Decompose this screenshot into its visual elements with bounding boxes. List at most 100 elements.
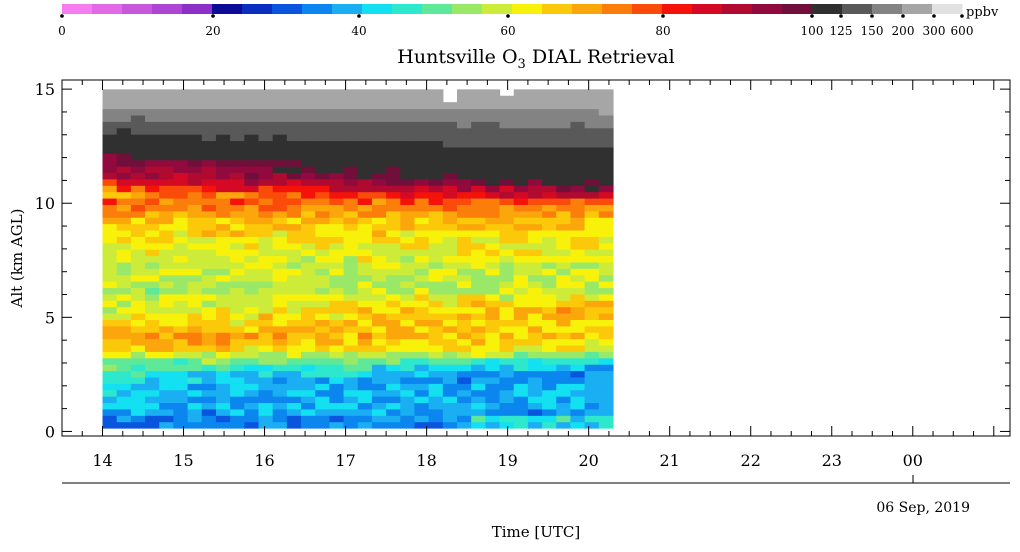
heatmap-cell (556, 306, 572, 314)
heatmap-cell (485, 332, 501, 340)
heatmap-cell (457, 204, 472, 212)
heatmap-cell (442, 383, 458, 391)
heatmap-cell (570, 191, 586, 199)
heatmap-cell (116, 191, 132, 199)
heatmap-cell (499, 383, 515, 391)
heatmap-cell (145, 293, 160, 301)
heatmap-cell (584, 102, 600, 110)
heatmap-cell (485, 242, 501, 250)
heatmap-cell (386, 383, 401, 391)
heatmap-cell (371, 255, 387, 263)
heatmap-cell (400, 300, 416, 308)
colorbar-swatch (452, 4, 483, 14)
heatmap-cell (499, 287, 515, 295)
heatmap-cell (584, 421, 600, 429)
heatmap-cell (371, 268, 387, 276)
heatmap-cell (570, 389, 586, 397)
heatmap-cell (527, 306, 543, 314)
y-tick-label: 0 (45, 422, 55, 441)
heatmap-cell (187, 421, 203, 429)
heatmap-cell (499, 159, 515, 167)
heatmap-cell (556, 376, 572, 384)
heatmap-cell (215, 312, 231, 320)
heatmap-cell (315, 229, 330, 237)
heatmap-cell (159, 396, 175, 404)
heatmap-cell (187, 197, 203, 205)
heatmap-cell (343, 312, 359, 320)
heatmap-cell (244, 95, 260, 103)
heatmap-cell (145, 178, 160, 186)
heatmap-cell (244, 204, 260, 212)
heatmap-cell (244, 364, 260, 372)
heatmap-cell (258, 166, 274, 174)
heatmap-cell (513, 376, 529, 384)
heatmap-cell (159, 261, 175, 269)
heatmap-cell (159, 95, 175, 103)
heatmap-cell (159, 89, 175, 97)
heatmap-cell (258, 357, 274, 365)
heatmap-cell (145, 338, 160, 346)
heatmap-cell (556, 229, 572, 237)
heatmap-cell (116, 127, 132, 135)
heatmap-cell (102, 300, 118, 308)
heatmap-cell (400, 217, 416, 225)
heatmap-cell (329, 306, 345, 314)
heatmap-cell (116, 396, 132, 404)
heatmap-cell (286, 332, 302, 340)
heatmap-cell (187, 229, 203, 237)
heatmap-cell (329, 344, 345, 352)
x-axis-label: Time [UTC] (492, 523, 581, 541)
heatmap-cell (301, 402, 316, 410)
heatmap-cell (471, 249, 486, 257)
heatmap-cell (428, 338, 444, 346)
heatmap-cell (301, 287, 316, 295)
heatmap-cell (513, 102, 529, 110)
heatmap-cell (570, 172, 586, 180)
heatmap-cell (499, 210, 515, 218)
x-tick-label: 21 (660, 451, 680, 470)
heatmap-cell (244, 268, 260, 276)
heatmap-cell (485, 319, 501, 327)
heatmap-cell (173, 415, 189, 423)
heatmap-cell (428, 95, 444, 103)
heatmap-cell (570, 402, 586, 410)
heatmap-cell (244, 127, 260, 135)
heatmap-cell (598, 364, 614, 372)
heatmap-cell (442, 370, 458, 378)
heatmap-cell (159, 300, 175, 308)
heatmap-cell (584, 408, 600, 416)
heatmap-cell (386, 172, 401, 180)
heatmap-cell (159, 415, 175, 423)
heatmap-cell (130, 178, 146, 186)
heatmap-cell (102, 89, 118, 97)
heatmap-cell (230, 146, 245, 154)
heatmap-cell (428, 236, 444, 244)
heatmap-cell (371, 396, 387, 404)
heatmap-cell (286, 191, 302, 199)
heatmap-cell (457, 274, 472, 282)
heatmap-cell (499, 153, 515, 161)
heatmap-cell (457, 249, 472, 257)
heatmap-cell (556, 281, 572, 289)
heatmap-cell (513, 172, 529, 180)
heatmap-cell (556, 114, 572, 122)
heatmap-cell (499, 242, 515, 250)
heatmap-cell (499, 376, 515, 384)
heatmap-cell (230, 242, 245, 250)
heatmap-cell (386, 89, 401, 97)
heatmap-cell (201, 261, 217, 269)
heatmap-cell (414, 268, 430, 276)
heatmap-cell (272, 261, 288, 269)
heatmap-cell (301, 274, 316, 282)
heatmap-cell (230, 114, 245, 122)
heatmap-cell (258, 351, 274, 359)
heatmap-cell (471, 364, 486, 372)
heatmap-cell (513, 370, 529, 378)
heatmap-cell (102, 249, 118, 257)
colorbar-tick (211, 14, 215, 18)
heatmap-cell (286, 344, 302, 352)
heatmap-cell (329, 229, 345, 237)
heatmap-cell (371, 408, 387, 416)
heatmap-cell (371, 293, 387, 301)
